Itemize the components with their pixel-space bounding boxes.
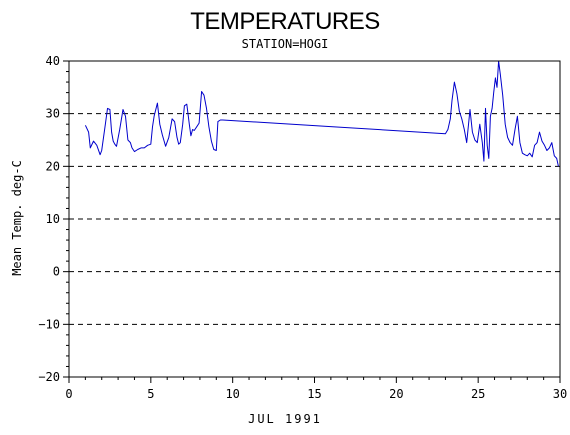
axis-ticks: −20 −10 0 10 20 30 40 0 5 10 15 20 25 30 <box>38 54 567 401</box>
grid-lines <box>69 60 560 378</box>
chart-title: TEMPERATURES <box>190 8 380 35</box>
x-tick-label-20: 20 <box>389 387 403 401</box>
y-axis-label: Mean Temp. deg-C <box>10 160 24 276</box>
x-tick-label-5: 5 <box>147 387 154 401</box>
chart-subtitle: STATION=HOGI <box>242 37 329 51</box>
y-tick-label-10: 10 <box>46 212 60 226</box>
y-tick-label-30: 30 <box>46 107 60 121</box>
series-line-0 <box>84 60 559 167</box>
x-tick-label-0: 0 <box>65 387 72 401</box>
y-tick-label-20: 20 <box>46 159 60 173</box>
y-tick-label--20: −20 <box>38 370 60 384</box>
y-tick-label--10: −10 <box>38 317 60 331</box>
x-tick-label-15: 15 <box>307 387 321 401</box>
x-tick-label-30: 30 <box>553 387 567 401</box>
series-layer <box>84 60 559 167</box>
y-tick-label-0: 0 <box>53 265 60 279</box>
y-tick-label-40: 40 <box>46 54 60 68</box>
plot-frame <box>68 60 561 378</box>
x-axis-label: JUL 1991 <box>248 412 322 426</box>
x-tick-label-10: 10 <box>225 387 239 401</box>
x-tick-label-25: 25 <box>471 387 485 401</box>
